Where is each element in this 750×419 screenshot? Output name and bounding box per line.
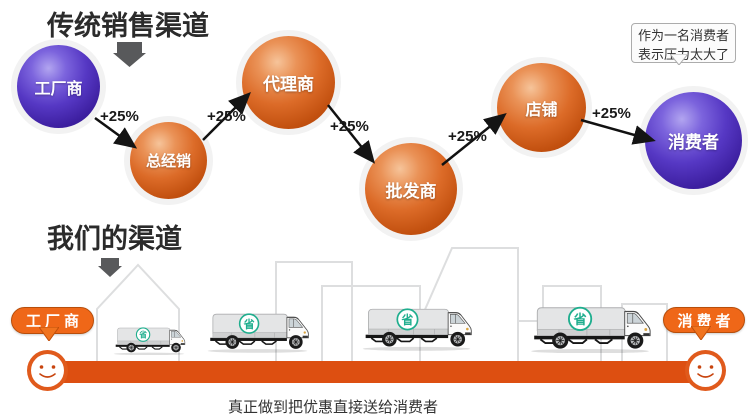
svg-text:省: 省 <box>573 312 587 327</box>
svg-text:省: 省 <box>138 330 147 340</box>
svg-text:省: 省 <box>401 313 414 327</box>
svg-text:省: 省 <box>243 317 255 331</box>
